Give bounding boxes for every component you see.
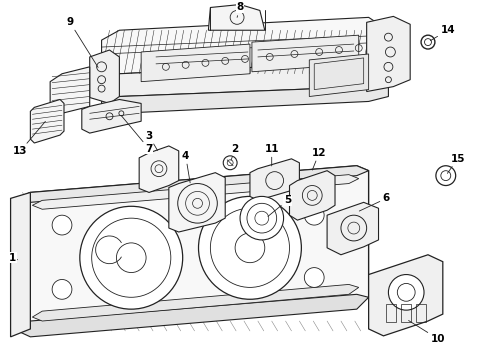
Polygon shape — [367, 17, 410, 91]
Polygon shape — [290, 171, 335, 220]
Circle shape — [304, 267, 324, 287]
Text: 4: 4 — [182, 151, 190, 183]
Polygon shape — [18, 294, 368, 337]
Polygon shape — [30, 99, 64, 143]
Bar — [401, 304, 411, 322]
Text: 15: 15 — [447, 154, 465, 174]
Polygon shape — [309, 54, 368, 96]
Text: 13: 13 — [13, 121, 46, 156]
Polygon shape — [169, 173, 225, 232]
Text: 8: 8 — [237, 3, 244, 17]
Text: 1: 1 — [9, 253, 18, 263]
Polygon shape — [252, 35, 359, 72]
Polygon shape — [32, 284, 359, 321]
Circle shape — [198, 197, 301, 299]
Circle shape — [52, 279, 72, 299]
Text: 3: 3 — [146, 131, 158, 150]
Bar — [387, 304, 396, 322]
Text: 10: 10 — [409, 320, 445, 344]
Polygon shape — [90, 50, 120, 103]
Polygon shape — [139, 146, 179, 193]
Polygon shape — [18, 166, 368, 329]
Text: 7: 7 — [121, 116, 153, 154]
Text: 14: 14 — [430, 25, 455, 41]
Bar — [416, 304, 426, 322]
Polygon shape — [250, 159, 299, 201]
Polygon shape — [11, 193, 30, 337]
Circle shape — [389, 275, 424, 310]
Polygon shape — [50, 67, 90, 113]
Circle shape — [80, 206, 183, 309]
Text: 5: 5 — [268, 195, 291, 216]
Text: 11: 11 — [265, 144, 279, 166]
Circle shape — [240, 197, 284, 240]
Polygon shape — [208, 5, 265, 30]
Text: 6: 6 — [359, 193, 390, 211]
Circle shape — [304, 205, 324, 225]
Polygon shape — [327, 202, 379, 255]
Polygon shape — [101, 57, 389, 96]
Circle shape — [52, 215, 72, 235]
Polygon shape — [18, 166, 368, 202]
Polygon shape — [101, 17, 389, 74]
Polygon shape — [82, 99, 141, 133]
Text: 2: 2 — [231, 144, 239, 160]
Polygon shape — [368, 255, 443, 336]
Text: 9: 9 — [66, 17, 98, 67]
Polygon shape — [101, 82, 389, 113]
Polygon shape — [141, 44, 250, 82]
Polygon shape — [32, 175, 359, 209]
Text: 12: 12 — [312, 148, 326, 170]
